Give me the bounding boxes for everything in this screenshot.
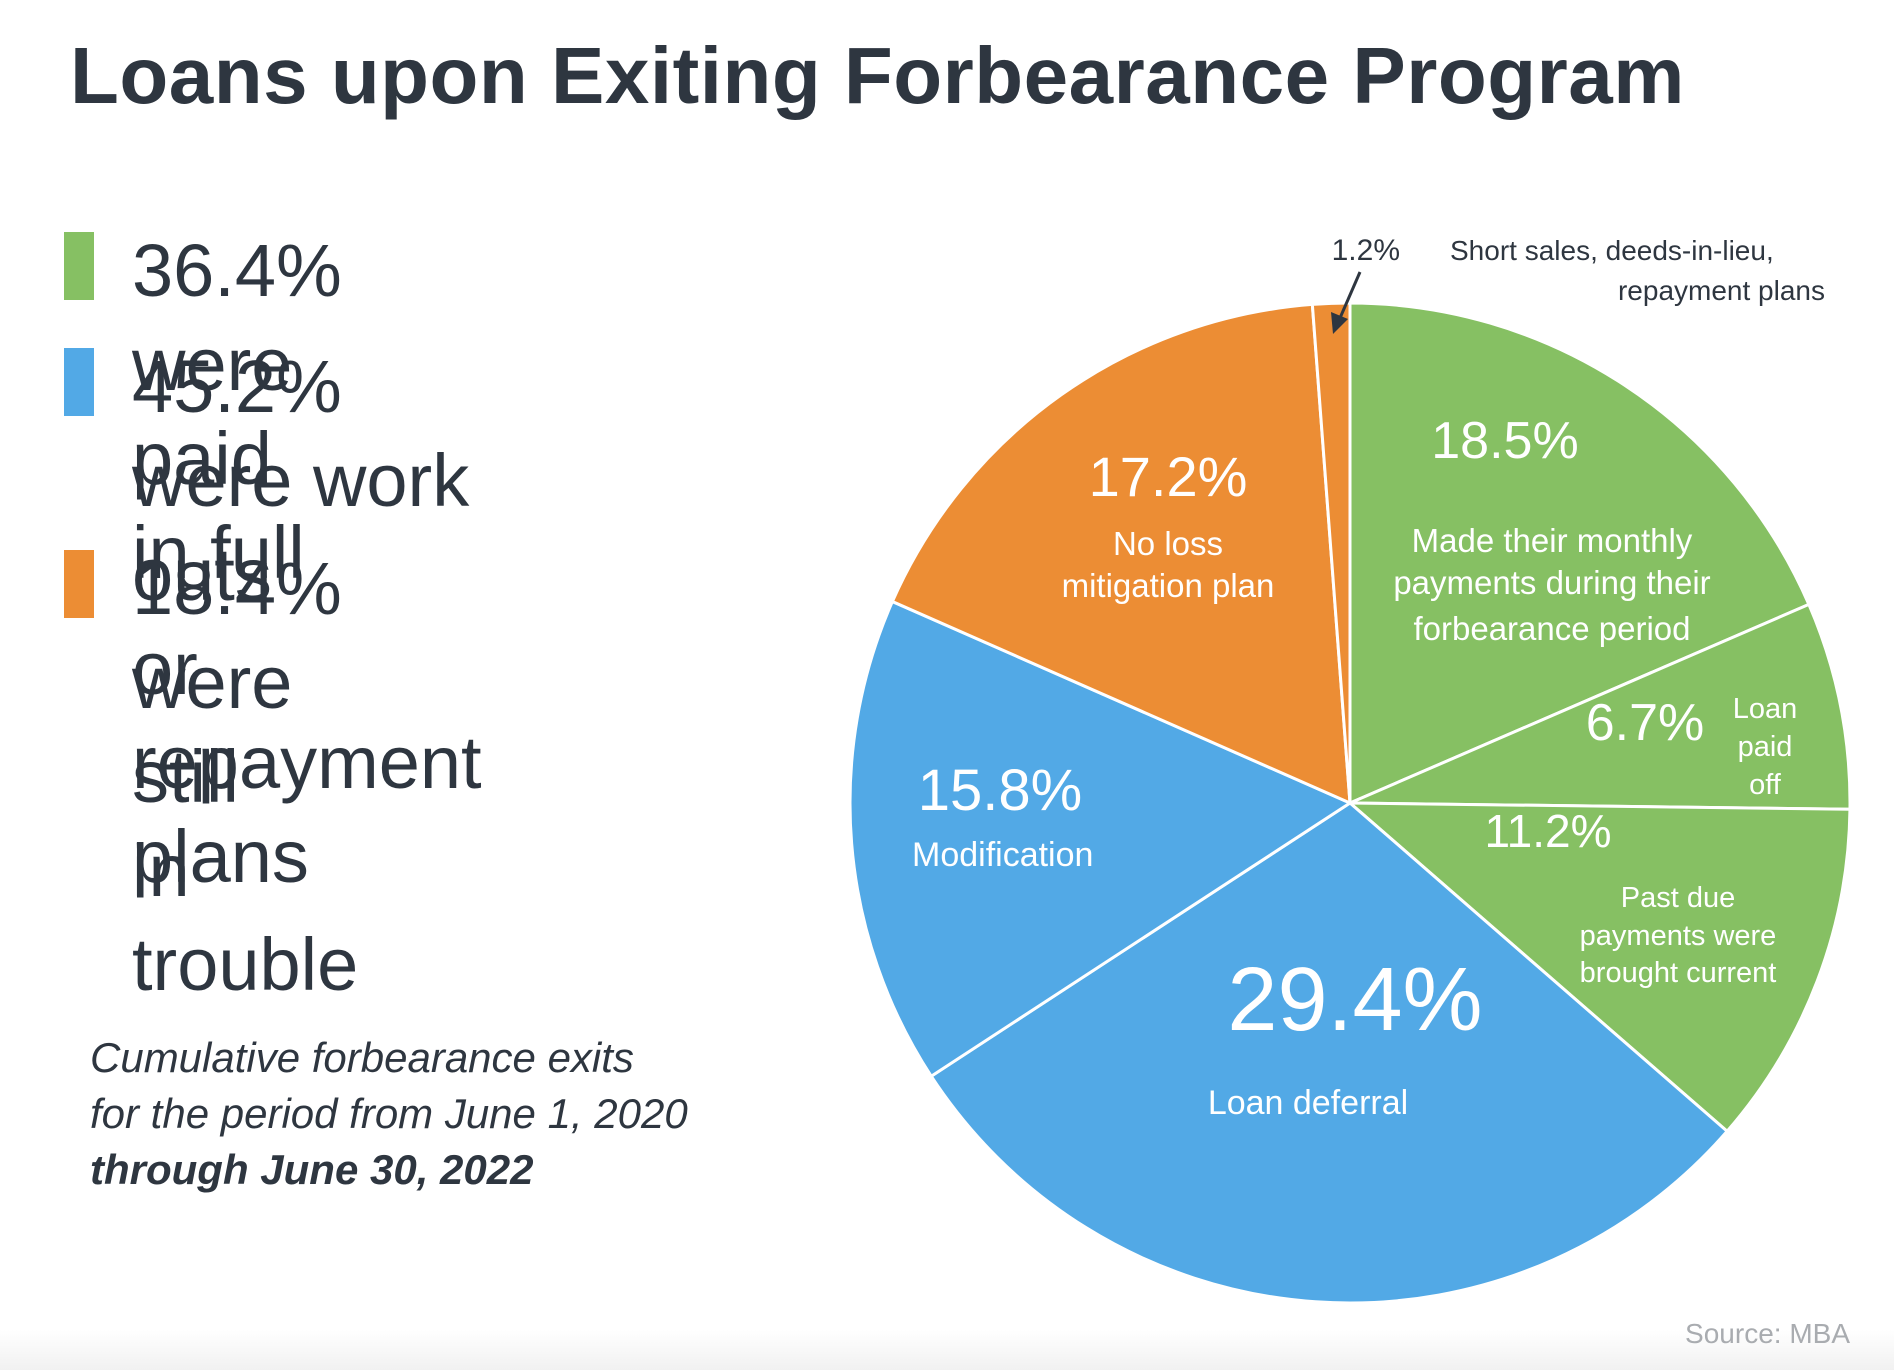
slice-percent-label: 29.4% — [1227, 950, 1482, 1050]
slice-description-label: payments during their — [1393, 564, 1710, 601]
slice-description-label: payments were — [1580, 920, 1777, 952]
slice-description-label: Short sales, deeds-in-lieu, — [1450, 235, 1774, 266]
slice-percent-label: 6.7% — [1586, 694, 1705, 752]
legend-label: 45.2% were work outs or repayment plans — [132, 345, 482, 898]
pie-slice — [848, 599, 1354, 1079]
callout-arrow-head — [1331, 312, 1348, 334]
source-note: Source: MBA — [1685, 1318, 1850, 1349]
slice-percent-label: 15.8% — [918, 758, 1082, 823]
slice-percent-label: 11.2% — [1484, 805, 1611, 857]
slice-description-label: No loss — [1113, 525, 1223, 562]
period-note-line: for the period from June 1, 2020 — [90, 1090, 688, 1137]
slice-description-label: Past due — [1621, 882, 1735, 914]
pie-slice — [890, 302, 1352, 806]
legend-swatch-orange — [64, 550, 94, 618]
slice-description-label: Modification — [912, 836, 1093, 874]
period-note-line-bold: through June 30, 2022 — [90, 1146, 534, 1193]
callout-arrow-line — [1338, 271, 1362, 319]
slice-description-label: Loan — [1733, 693, 1798, 725]
legend-swatch-green — [64, 232, 94, 300]
slice-description-label: Made their monthly — [1412, 522, 1693, 559]
pie-slice — [1348, 301, 1811, 806]
slice-description-label: off — [1749, 769, 1782, 801]
slice-percent-label: 18.5% — [1431, 412, 1578, 470]
pie-slice — [929, 801, 1730, 1305]
slice-percent-label: 17.2% — [1089, 445, 1248, 508]
slice-percent-label: 1.2% — [1332, 234, 1400, 267]
period-note: Cumulative forbearance exits for the per… — [90, 1030, 688, 1198]
pie-slice — [1310, 301, 1352, 804]
slice-description-label: Loan deferral — [1208, 1084, 1408, 1122]
bottom-fade — [0, 1330, 1894, 1370]
slice-description-label: forbearance period — [1413, 610, 1690, 647]
pie-slice — [1349, 602, 1852, 811]
slice-description-label: paid — [1738, 731, 1793, 763]
legend-swatch-blue — [64, 348, 94, 416]
legend-label: 36.4% were paid in full — [132, 229, 342, 594]
pie-slice — [1345, 801, 1852, 1134]
legend-label: 18.4% were still in trouble — [132, 547, 359, 1006]
period-note-line: Cumulative forbearance exits — [90, 1034, 634, 1081]
slice-description-label: repayment plans — [1618, 275, 1825, 306]
slice-description-label: mitigation plan — [1062, 567, 1275, 604]
page-title: Loans upon Exiting Forbearance Program — [70, 31, 1685, 120]
slice-description-label: brought current — [1580, 957, 1777, 989]
